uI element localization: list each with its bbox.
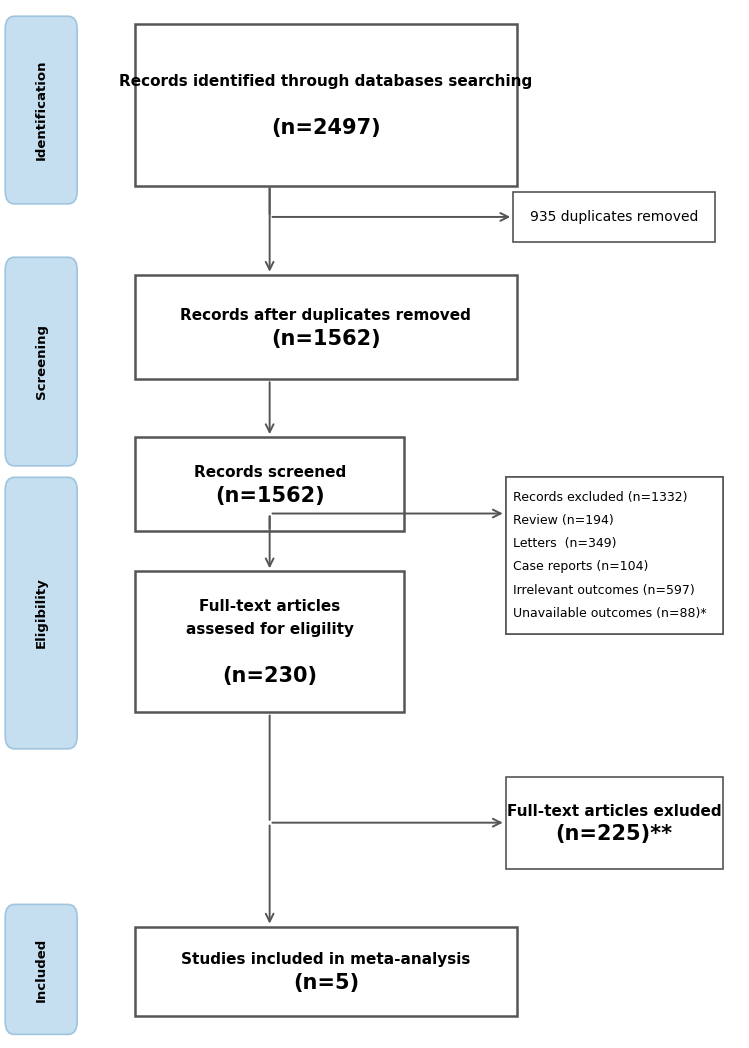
Text: Records screened: Records screened	[193, 465, 346, 480]
Text: (n=2497): (n=2497)	[271, 117, 380, 138]
FancyBboxPatch shape	[135, 23, 517, 187]
FancyBboxPatch shape	[5, 478, 77, 749]
Text: Unavailable outcomes (n=88)*: Unavailable outcomes (n=88)*	[518, 607, 711, 619]
Text: assesed for eligility: assesed for eligility	[186, 623, 354, 637]
FancyBboxPatch shape	[506, 777, 723, 869]
Text: Unavailable outcomes (n=88)*: Unavailable outcomes (n=88)*	[513, 607, 707, 619]
Text: Letters  (n=349): Letters (n=349)	[562, 538, 666, 550]
Text: Case reports (n=104): Case reports (n=104)	[547, 561, 682, 573]
Text: Irrelevant outcomes (n=597): Irrelevant outcomes (n=597)	[524, 584, 705, 596]
Text: (n=225)**: (n=225)**	[556, 824, 673, 845]
Text: Screening: Screening	[34, 324, 48, 399]
FancyBboxPatch shape	[513, 192, 715, 242]
FancyBboxPatch shape	[5, 904, 77, 1034]
Text: Records after duplicates removed: Records after duplicates removed	[181, 308, 471, 323]
FancyBboxPatch shape	[135, 927, 517, 1017]
Text: (n=1562): (n=1562)	[271, 328, 380, 349]
Text: Full-text articles exluded: Full-text articles exluded	[507, 804, 721, 818]
Text: Records excluded (n=1332): Records excluded (n=1332)	[527, 492, 701, 504]
Text: Studies included in meta-analysis: Studies included in meta-analysis	[181, 953, 470, 967]
Text: Irrelevant outcomes (n=597): Irrelevant outcomes (n=597)	[513, 584, 695, 596]
Text: (n=230): (n=230)	[222, 665, 317, 686]
Text: Review (n=194): Review (n=194)	[564, 515, 664, 527]
Text: Records identified through databases searching: Records identified through databases sea…	[119, 74, 533, 89]
Text: (n=5): (n=5)	[293, 973, 359, 994]
FancyBboxPatch shape	[5, 17, 77, 203]
FancyBboxPatch shape	[135, 437, 404, 531]
Text: Case reports (n=104): Case reports (n=104)	[513, 561, 649, 573]
Text: Eligibility: Eligibility	[34, 577, 48, 649]
Text: 935 duplicates removed: 935 duplicates removed	[530, 210, 698, 224]
FancyBboxPatch shape	[135, 275, 517, 379]
FancyBboxPatch shape	[506, 477, 723, 634]
Text: Included: Included	[34, 937, 48, 1002]
Text: Identification: Identification	[34, 60, 48, 160]
Text: Review (n=194): Review (n=194)	[513, 515, 614, 527]
Text: Records excluded (n=1332): Records excluded (n=1332)	[513, 492, 688, 504]
Text: (n=1562): (n=1562)	[215, 485, 324, 506]
FancyBboxPatch shape	[506, 477, 723, 634]
FancyBboxPatch shape	[5, 258, 77, 465]
Text: Full-text articles: Full-text articles	[199, 599, 340, 614]
Text: Letters  (n=349): Letters (n=349)	[513, 538, 616, 550]
FancyBboxPatch shape	[135, 570, 404, 713]
